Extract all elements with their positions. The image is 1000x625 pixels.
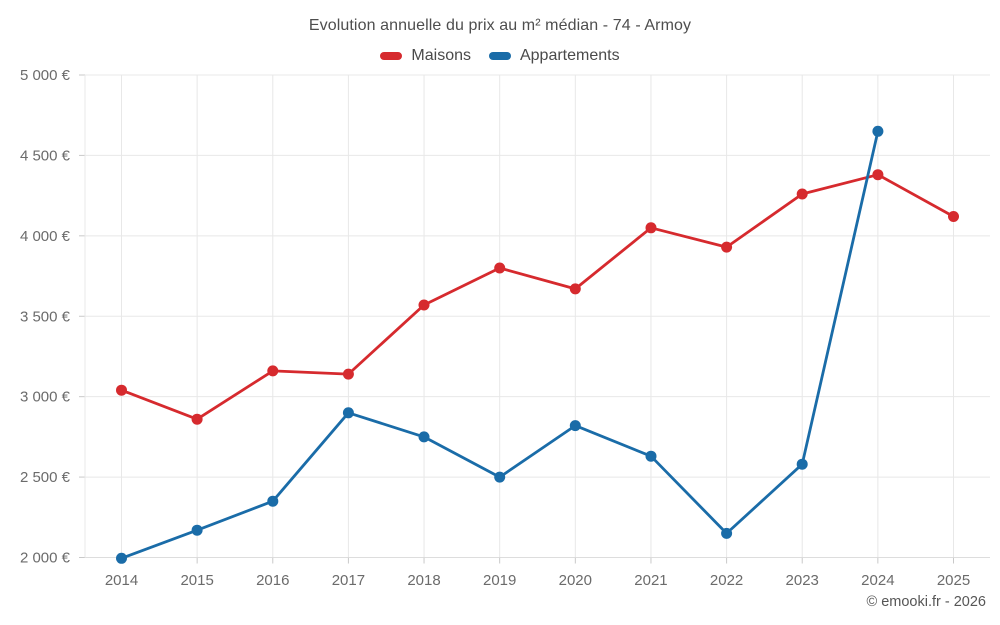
- appartements-data-point[interactable]: [116, 552, 127, 564]
- maisons-data-point[interactable]: [721, 241, 733, 253]
- chart-title: Evolution annuelle du prix au m² médian …: [308, 17, 692, 34]
- x-axis-label: 2018: [407, 572, 440, 589]
- x-axis-label: 2016: [256, 572, 289, 589]
- maisons-data-point[interactable]: [342, 368, 354, 380]
- x-axis-label: 2019: [483, 572, 516, 589]
- x-axis-label: 2015: [180, 572, 213, 589]
- maisons-data-point[interactable]: [645, 222, 657, 234]
- maisons-data-point[interactable]: [267, 365, 279, 377]
- x-axis-label: 2017: [332, 572, 365, 589]
- credit-text: © emooki.fr - 2026: [866, 594, 986, 610]
- y-axis-label: 2 500 €: [20, 469, 71, 486]
- appartements-data-point[interactable]: [796, 458, 808, 470]
- x-axis-label: 2022: [710, 572, 743, 589]
- legend-item-appartements[interactable]: Appartements: [488, 47, 620, 65]
- maisons-series-swatch-icon: [380, 52, 403, 60]
- appartements-data-point[interactable]: [342, 407, 354, 419]
- maisons-data-point[interactable]: [116, 384, 127, 396]
- appartements-data-point[interactable]: [494, 471, 506, 483]
- legend-item-label: Maisons: [411, 47, 471, 64]
- maisons-data-point[interactable]: [191, 413, 203, 425]
- appartements-data-point[interactable]: [191, 524, 203, 536]
- appartements-data-point[interactable]: [569, 420, 581, 432]
- maisons-series-line: [120, 173, 955, 421]
- y-axis-label: 4 500 €: [20, 147, 71, 164]
- maisons-data-point[interactable]: [418, 299, 430, 311]
- x-axis-label: 2024: [861, 572, 894, 589]
- chart-legend: Maisons Appartements: [0, 45, 1000, 67]
- maisons-data-point[interactable]: [872, 169, 884, 181]
- y-axis-label: 4 000 €: [20, 228, 71, 245]
- appartements-data-point[interactable]: [645, 450, 657, 462]
- x-axis-label: 2023: [786, 572, 819, 589]
- maisons-data-point[interactable]: [569, 283, 581, 295]
- y-axis-label: 3 000 €: [20, 389, 71, 406]
- x-axis-label: 2014: [105, 572, 138, 589]
- appartements-series-swatch-icon: [488, 52, 511, 60]
- x-axis-label: 2025: [937, 572, 970, 589]
- y-axis-label: 2 000 €: [20, 550, 71, 567]
- maisons-data-point[interactable]: [796, 188, 808, 200]
- maisons-data-point[interactable]: [494, 262, 506, 274]
- appartements-data-point[interactable]: [418, 431, 430, 443]
- legend-item-label: Appartements: [519, 47, 620, 64]
- appartements-data-point[interactable]: [721, 527, 733, 539]
- maisons-data-point[interactable]: [948, 211, 959, 222]
- appartements-data-point[interactable]: [267, 495, 279, 507]
- y-axis-label: 3 500 €: [20, 308, 71, 325]
- x-axis-label: 2021: [634, 572, 667, 589]
- y-axis-label: 5 000 €: [20, 67, 71, 84]
- x-axis-label: 2020: [559, 572, 592, 589]
- legend-item-maisons[interactable]: Maisons: [380, 47, 471, 65]
- appartements-data-point[interactable]: [872, 125, 884, 137]
